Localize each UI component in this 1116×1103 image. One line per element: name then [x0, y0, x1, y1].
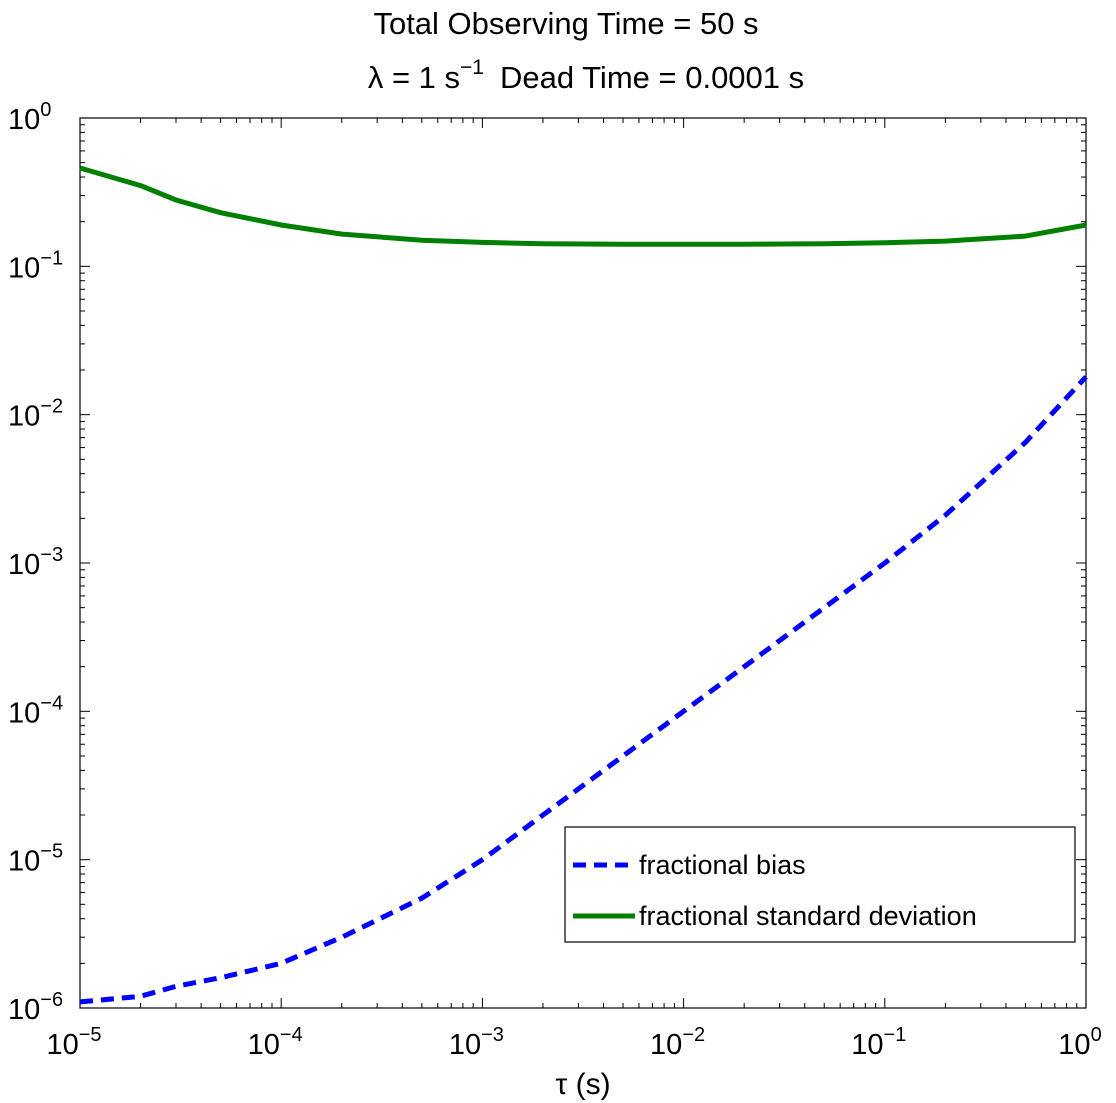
y-tick-label: 10−2 — [8, 396, 63, 433]
y-tick-label: 10−5 — [8, 841, 63, 878]
y-tick-label: 10−6 — [8, 989, 63, 1026]
lambda-text: = 1 s — [383, 60, 460, 95]
x-tick-label: 100 — [1058, 1024, 1101, 1061]
y-tick-label: 10−4 — [8, 692, 63, 729]
x-tick-label: 10−1 — [851, 1024, 906, 1061]
series-line-fractional-bias — [79, 375, 1088, 1005]
y-tick-label: 100 — [8, 99, 51, 136]
series-layer — [79, 165, 1088, 1005]
legend-box — [564, 826, 1076, 943]
x-tick-label: 10−4 — [248, 1024, 303, 1061]
x-axis-label: τ (s) — [555, 1068, 610, 1101]
dead-time-text: Dead Time = 0.0001 s — [500, 60, 804, 95]
legend-label: fractional standard deviation — [639, 901, 977, 931]
legend: fractional bias fractional standard devia… — [564, 826, 1076, 943]
axis-ticks — [79, 117, 1087, 1009]
x-tick-label: 10−3 — [449, 1024, 504, 1061]
lambda-exponent: −1 — [460, 56, 484, 79]
x-tick-label: 10−2 — [650, 1024, 705, 1061]
y-tick-label: 10−1 — [8, 247, 63, 284]
tick-labels: 10−5 10−4 10−3 10−2 10−1 10010−610−510−410−31… — [8, 99, 1102, 1061]
x-tick-label: 10−5 — [46, 1024, 101, 1061]
y-tick-label: 10−3 — [8, 544, 63, 581]
lambda-symbol: λ — [368, 60, 384, 95]
chart-title-line1: Total Observing Time = 50 s — [373, 6, 758, 41]
chart-title-line2: λ = 1 s−1 Dead Time = 0.0001 s — [368, 56, 804, 95]
legend-label: fractional bias — [639, 850, 806, 880]
series-line-fractional-standard-deviation — [79, 165, 1087, 247]
